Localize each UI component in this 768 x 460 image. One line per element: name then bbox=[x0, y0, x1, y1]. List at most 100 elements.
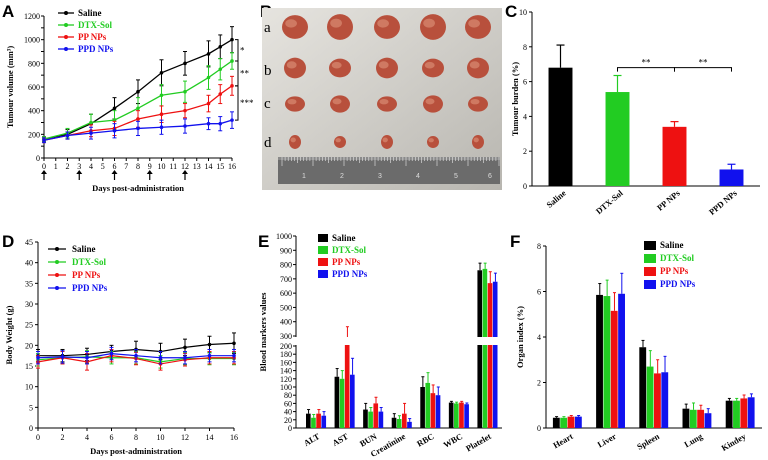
bar-WBC-PPD NPs bbox=[464, 404, 469, 428]
x-tick-label: Heart bbox=[551, 431, 575, 450]
y-tick-label: 45 bbox=[25, 238, 33, 247]
x-tick-label: 10 bbox=[157, 433, 165, 442]
bar-Spleen-DTX-Sol bbox=[646, 366, 654, 428]
data-point bbox=[218, 92, 223, 96]
significance-bracket bbox=[674, 67, 732, 72]
bar-WBC-Saline bbox=[448, 402, 454, 428]
x-tick-label: RBC bbox=[415, 431, 436, 449]
y-tick-label: 600 bbox=[280, 289, 292, 298]
ruler-number: 1 bbox=[302, 173, 306, 180]
bar-Platelet-PPD NPs bbox=[492, 281, 498, 428]
y-tick-label: 20 bbox=[25, 341, 33, 350]
x-tick-label: 7 bbox=[124, 162, 128, 171]
legend-label: Saline bbox=[78, 8, 102, 18]
data-point bbox=[136, 126, 140, 131]
y-tick-label: 6 bbox=[537, 288, 541, 297]
data-point bbox=[65, 133, 70, 138]
y-tick-label: 2 bbox=[523, 147, 527, 156]
bar-BUN-PPD NPs bbox=[378, 411, 384, 428]
body-weight-chart: 0 5 10 15 20 25 30 35 40 45 0 2 4 6 8 10 12 14 16 Days post… bbox=[4, 238, 238, 456]
x-tick-label: 9 bbox=[148, 162, 152, 171]
legend-label: PPD NPs bbox=[660, 279, 696, 289]
significance-mark: ** bbox=[240, 68, 250, 78]
y-tick-label: 35 bbox=[25, 279, 33, 288]
bar-AST-DTX-Sol bbox=[339, 378, 345, 428]
data-point bbox=[206, 121, 211, 126]
significance-mark: *** bbox=[240, 98, 254, 108]
tumour bbox=[282, 15, 308, 39]
y-tick-label: 0 bbox=[537, 424, 541, 433]
legend-swatch bbox=[318, 258, 328, 266]
data-point bbox=[230, 84, 234, 88]
x-tick-label: 15 bbox=[216, 162, 224, 171]
tumour-highlight bbox=[335, 138, 341, 143]
x-tick-label: 3 bbox=[77, 162, 81, 171]
x-tick-label: 16 bbox=[228, 162, 236, 171]
x-tick-label: 11 bbox=[169, 162, 177, 171]
y-tick-label: 30 bbox=[25, 300, 33, 309]
tumour-highlight bbox=[428, 138, 434, 143]
legend-marker bbox=[55, 286, 59, 290]
data-point bbox=[207, 353, 212, 358]
x-tick-label: PP NPs bbox=[655, 187, 682, 212]
x-tick-label: 13 bbox=[193, 162, 201, 171]
bar-Heart-Saline bbox=[552, 417, 560, 428]
tumour-highlight bbox=[285, 19, 297, 28]
data-point bbox=[89, 131, 93, 135]
x-tick-label: Kindey bbox=[719, 431, 748, 453]
bar-RBC-PP NPs bbox=[430, 393, 436, 428]
bar-Kindey-Saline bbox=[725, 400, 733, 428]
tumour-photo: a b c d 1 2 3 4 5 6 bbox=[262, 8, 502, 190]
bar-Creatinine-PPD NPs bbox=[407, 421, 412, 428]
axis-break bbox=[292, 337, 502, 345]
data-point bbox=[206, 101, 211, 106]
y-tick-label: 6 bbox=[523, 78, 527, 87]
data-point bbox=[60, 355, 65, 359]
y-tick-label: 1000 bbox=[24, 36, 40, 45]
y-tick-label: 800 bbox=[28, 59, 40, 68]
series-line-Saline bbox=[43, 39, 233, 140]
legend-swatch bbox=[644, 280, 656, 289]
tumour bbox=[284, 57, 306, 79]
bar-Saline bbox=[548, 67, 573, 186]
y-tick-label: 8 bbox=[537, 242, 541, 251]
data-point bbox=[89, 120, 93, 125]
data-point bbox=[134, 353, 138, 358]
tumour-highlight bbox=[468, 19, 480, 28]
tumour bbox=[377, 96, 397, 112]
bar-Spleen-Saline bbox=[639, 347, 647, 428]
x-axis-label: Days post-administration bbox=[90, 446, 182, 456]
legend-swatch bbox=[318, 234, 328, 242]
x-tick-label: 6 bbox=[110, 433, 114, 442]
significance-mark: ** bbox=[699, 58, 709, 68]
x-tick-label: 14 bbox=[206, 433, 214, 442]
y-axis-label: Tumour volume (mm³) bbox=[5, 46, 15, 129]
y-tick-label: 0 bbox=[36, 154, 40, 163]
bar-BUN-Saline bbox=[363, 409, 368, 428]
data-point bbox=[206, 52, 211, 56]
y-tick-label: 60 bbox=[284, 399, 292, 408]
tumour-highlight bbox=[382, 137, 388, 143]
y-tick-label: 180 bbox=[280, 350, 292, 359]
bar-ALT-DTX-Sol bbox=[311, 417, 316, 428]
legend-swatch bbox=[318, 270, 328, 278]
tumour bbox=[285, 96, 305, 112]
y-tick-label: 200 bbox=[280, 342, 292, 351]
x-tick-label: 14 bbox=[205, 162, 213, 171]
x-tick-label: 6 bbox=[113, 162, 117, 171]
bar-DTX-Sol bbox=[605, 92, 630, 186]
y-tick-label: 200 bbox=[28, 130, 40, 139]
bar-Platelet-Saline bbox=[477, 270, 483, 428]
bar-Kindey-DTX-Sol bbox=[733, 400, 740, 428]
ruler-number: 6 bbox=[488, 173, 492, 180]
x-tick-label: 5 bbox=[101, 162, 105, 171]
legend-label: PP NPs bbox=[660, 266, 689, 276]
x-axis-label: Days post-administration bbox=[92, 183, 184, 193]
bar-ALT-Saline bbox=[306, 413, 311, 428]
significance-bracket bbox=[617, 67, 675, 72]
data-point bbox=[183, 345, 187, 350]
y-tick-label: 25 bbox=[25, 321, 33, 330]
x-tick-label: 12 bbox=[181, 433, 189, 442]
